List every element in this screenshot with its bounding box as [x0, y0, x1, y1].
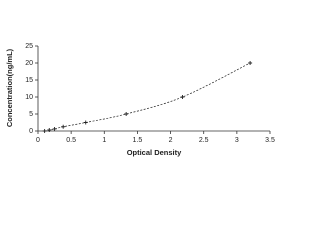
data-point	[248, 61, 253, 65]
data-point	[61, 124, 66, 129]
x-tick-label: 0.5	[66, 137, 76, 144]
x-axis-title: Optical Density	[127, 148, 182, 157]
x-tick-label: 0	[36, 137, 40, 144]
x-tick-label: 1	[102, 137, 106, 144]
data-point	[180, 95, 185, 99]
x-tick-label: 1.5	[133, 137, 143, 144]
x-tick-label: 2	[169, 137, 173, 144]
y-tick-label: 10	[25, 94, 33, 101]
x-tick-label: 3.5	[265, 137, 275, 144]
fit-curve	[44, 62, 251, 132]
data-point	[52, 126, 57, 131]
x-tick-label: 3	[235, 137, 239, 144]
data-point	[83, 120, 88, 125]
y-tick-label: 5	[29, 111, 33, 118]
data-point	[124, 112, 129, 116]
data-point	[47, 127, 52, 132]
y-tick-label: 0	[29, 128, 33, 135]
y-tick-label: 15	[25, 77, 33, 84]
y-tick-label: 20	[25, 60, 33, 67]
y-axis-title: Concentration(ng/mL)	[5, 48, 14, 127]
chart: Optical Density Concentration(ng/mL) 0 5 1…	[5, 43, 275, 157]
x-tick-label: 2.5	[199, 137, 209, 144]
y-tick-label: 25	[25, 43, 33, 50]
data-point	[42, 129, 47, 133]
